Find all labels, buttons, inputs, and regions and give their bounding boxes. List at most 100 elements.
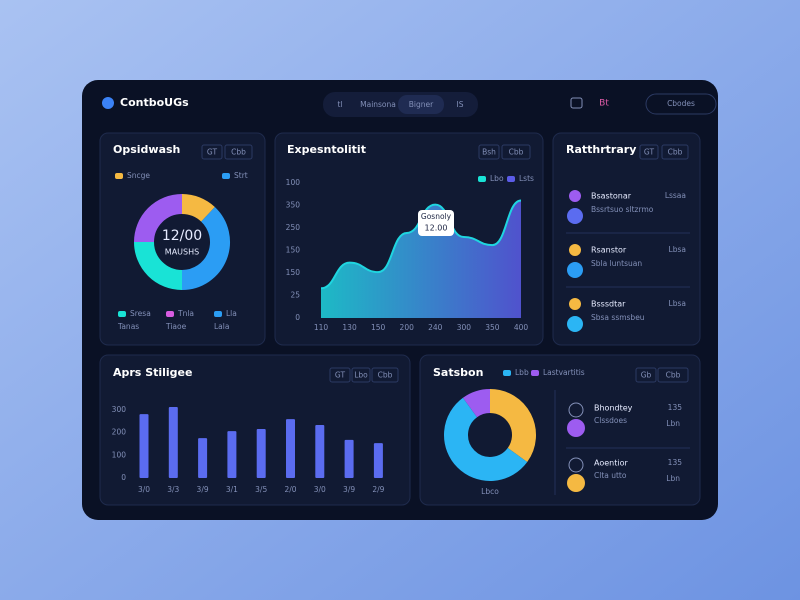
x-tick-label: 3/1	[226, 485, 238, 494]
item-icon	[569, 190, 581, 202]
logo	[102, 97, 114, 109]
y-axis-label: 25	[290, 291, 300, 300]
donut-segment	[462, 389, 491, 418]
bar	[286, 419, 295, 478]
item-icon	[568, 457, 584, 473]
legend-swatch	[478, 176, 486, 182]
legend-label: Sncge	[127, 171, 150, 180]
legend-swatch	[503, 370, 511, 376]
card-button-label[interactable]: Cbb	[231, 148, 246, 157]
legend-sub: Tanas	[117, 322, 139, 331]
y-axis-label: 0	[295, 313, 300, 322]
card	[552, 132, 701, 346]
item-meta: Lbn	[666, 474, 680, 483]
card-title: Expesntolitit	[287, 143, 366, 156]
card-button-label[interactable]: GT	[207, 148, 218, 157]
bar	[198, 438, 208, 478]
card-button[interactable]	[639, 144, 659, 160]
item-detail: Sbsa ssmsbeu	[591, 313, 645, 322]
card-button-label[interactable]: GT	[644, 148, 655, 157]
header-button[interactable]	[645, 93, 717, 115]
center-value: 12/00	[162, 228, 202, 244]
legend-label: Strt	[234, 171, 248, 180]
x-axis-label: 130	[342, 323, 357, 332]
donut-segment	[489, 389, 536, 463]
y-tick-label: 100	[112, 450, 127, 459]
tab[interactable]: Mainsona	[360, 100, 396, 109]
card-button[interactable]	[371, 367, 399, 383]
legend-swatch	[118, 311, 126, 317]
header-button-label[interactable]: Cbodes	[667, 99, 695, 108]
item-meta: Lbsa	[669, 299, 686, 308]
item-icon	[567, 208, 583, 224]
item-name: Bsssdtar	[591, 300, 626, 309]
legend-swatch	[222, 173, 230, 179]
card-title: Aprs Stiligee	[113, 366, 192, 379]
card-button[interactable]	[201, 144, 223, 160]
x-axis-label: 110	[314, 323, 329, 332]
card-button-label[interactable]: Cbb	[666, 371, 681, 380]
bar	[139, 414, 149, 478]
card-button[interactable]	[351, 367, 371, 383]
item-icon	[568, 402, 584, 418]
x-tick-label: 3/9	[343, 485, 355, 494]
legend-label: Lastvartitis	[543, 368, 585, 377]
tab[interactable]: tl	[337, 100, 342, 109]
x-axis-label: 300	[457, 323, 472, 332]
y-axis-label: 100	[286, 178, 301, 187]
y-tick-label: 200	[112, 428, 127, 437]
card	[99, 132, 266, 346]
legend-swatch	[507, 176, 515, 182]
y-tick-label: 300	[112, 405, 127, 414]
donut-segment	[181, 207, 230, 290]
legend-label: Lbb	[515, 368, 529, 377]
tooltip	[418, 210, 454, 236]
card-button-label[interactable]: Cbb	[668, 148, 683, 157]
x-axis-label: 150	[371, 323, 386, 332]
card-button[interactable]	[657, 367, 689, 383]
item-meta: Lbn	[666, 419, 680, 428]
x-axis-label: 400	[514, 323, 529, 332]
brand: ContboUGs	[120, 96, 189, 109]
x-tick-label: 3/0	[138, 485, 150, 494]
item-icon	[569, 244, 581, 256]
card-button-label[interactable]: Lbo	[354, 371, 368, 380]
bar	[168, 407, 178, 478]
badge[interactable]: Bt	[599, 99, 609, 109]
legend-sub: Tiaoe	[165, 322, 187, 331]
x-tick-label: 3/5	[255, 485, 267, 494]
x-tick-label: 2/9	[372, 485, 384, 494]
card-button-label[interactable]: Cbb	[378, 371, 393, 380]
tab[interactable]: IS	[457, 100, 464, 109]
card-button[interactable]	[224, 144, 253, 160]
item-name: Aoentior	[594, 459, 628, 468]
legend-sub: Lala	[214, 322, 229, 331]
legend-label: Lsts	[519, 174, 534, 183]
x-tick-label: 3/0	[314, 485, 326, 494]
item-value: 135	[668, 403, 683, 412]
x-axis-label: 350	[485, 323, 500, 332]
card-button[interactable]	[329, 367, 351, 383]
item-icon	[567, 474, 585, 492]
icon[interactable]	[570, 97, 583, 109]
area	[321, 200, 521, 318]
tooltip-value: 12.00	[425, 224, 448, 233]
center-label: MAUSHS	[165, 248, 199, 257]
tab[interactable]: Bigner	[409, 100, 434, 109]
card-button[interactable]	[478, 144, 500, 160]
donut-segment	[444, 397, 528, 481]
item-meta: Lbsa	[669, 245, 686, 254]
item-icon	[569, 298, 581, 310]
card-button-label[interactable]: Gb	[641, 371, 652, 380]
item-detail: Bssrtsuo sltzrmo	[591, 205, 654, 214]
card-button[interactable]	[501, 144, 531, 160]
card-button-label[interactable]: GT	[335, 371, 346, 380]
card-button[interactable]	[661, 144, 689, 160]
card-title: Ratthrtrary	[566, 143, 636, 156]
card-button-label[interactable]: Cbb	[509, 148, 524, 157]
card-button-label[interactable]: Bsh	[482, 148, 496, 157]
card-title: Satsbon	[433, 366, 483, 379]
item-name: Bsastonar	[591, 192, 632, 201]
card-button[interactable]	[635, 367, 657, 383]
chart-caption: Lbco	[481, 487, 499, 496]
